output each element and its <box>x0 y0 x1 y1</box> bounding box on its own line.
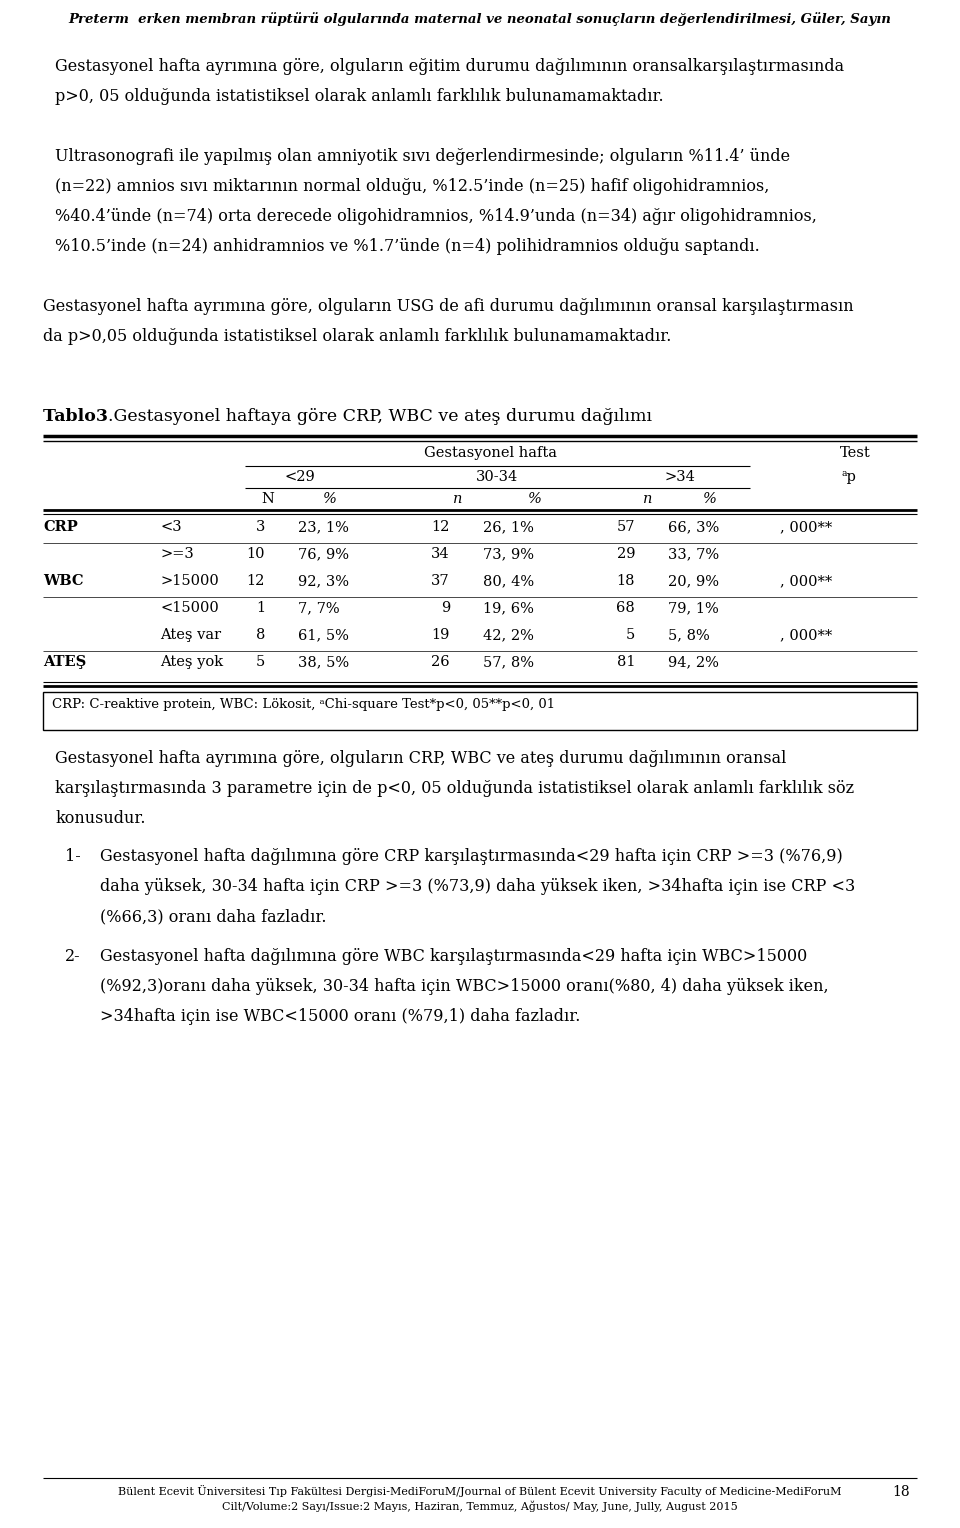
Text: %10.5’inde (n=24) anhidramnios ve %1.7’ünde (n=4) polihidramnios olduğu saptandı: %10.5’inde (n=24) anhidramnios ve %1.7’ü… <box>55 238 759 255</box>
Text: 34: 34 <box>431 547 450 561</box>
Text: ᵃp: ᵃp <box>842 471 857 484</box>
Text: Gestasyonel hafta: Gestasyonel hafta <box>423 446 557 460</box>
Text: 5: 5 <box>626 628 635 642</box>
Text: 94, 2%: 94, 2% <box>668 656 719 669</box>
Text: Cilt/Volume:2 Sayı/Issue:2 Mayıs, Haziran, Temmuz, Ağustos/ May, June, Jully, Au: Cilt/Volume:2 Sayı/Issue:2 Mayıs, Hazira… <box>222 1500 738 1511</box>
Text: Bülent Ecevit Üniversitesi Tıp Fakültesi Dergisi-MediForuM/Journal of Bülent Ece: Bülent Ecevit Üniversitesi Tıp Fakültesi… <box>118 1485 842 1497</box>
Text: , 000**: , 000** <box>780 628 832 642</box>
Text: 57: 57 <box>616 520 635 533</box>
Text: 19: 19 <box>432 628 450 642</box>
Text: 1: 1 <box>256 601 265 614</box>
Text: da p>0,05 olduğunda istatistiksel olarak anlamlı farklılık bulunamamaktadır.: da p>0,05 olduğunda istatistiksel olarak… <box>43 329 671 345</box>
Text: 18: 18 <box>893 1485 910 1499</box>
Text: 12: 12 <box>432 520 450 533</box>
Text: 26: 26 <box>431 656 450 669</box>
Text: 18: 18 <box>616 575 635 588</box>
Text: >34hafta için ise WBC<15000 oranı (%79,1) daha fazladır.: >34hafta için ise WBC<15000 oranı (%79,1… <box>100 1008 581 1025</box>
Text: <3: <3 <box>160 520 181 533</box>
Text: Gestasyonel hafta dağılımına göre CRP karşılaştırmasında<29 hafta için CRP >=3 (: Gestasyonel hafta dağılımına göre CRP ka… <box>100 848 843 865</box>
Text: Gestasyonel hafta ayrımına göre, olguların CRP, WBC ve ateş durumu dağılımının o: Gestasyonel hafta ayrımına göre, olgular… <box>55 750 786 767</box>
Text: Gestasyonel hafta dağılımına göre WBC karşılaştırmasında<29 hafta için WBC>15000: Gestasyonel hafta dağılımına göre WBC ka… <box>100 947 807 966</box>
Text: 57, 8%: 57, 8% <box>483 656 534 669</box>
Text: 33, 7%: 33, 7% <box>668 547 719 561</box>
Text: Gestasyonel hafta ayrımına göre, olguların USG de afi durumu dağılımının oransal: Gestasyonel hafta ayrımına göre, olgular… <box>43 298 853 315</box>
Text: Ateş var: Ateş var <box>160 628 221 642</box>
Text: WBC: WBC <box>43 575 84 588</box>
Text: 3: 3 <box>255 520 265 533</box>
Text: 5: 5 <box>255 656 265 669</box>
Text: 12: 12 <box>247 575 265 588</box>
Text: >=3: >=3 <box>160 547 194 561</box>
Text: karşılaştırmasında 3 parametre için de p<0, 05 olduğunda istatistiksel olarak an: karşılaştırmasında 3 parametre için de p… <box>55 779 854 798</box>
Text: , 000**: , 000** <box>780 520 832 533</box>
Text: N: N <box>261 492 275 506</box>
Text: 92, 3%: 92, 3% <box>298 575 349 588</box>
Text: n: n <box>643 492 653 506</box>
Text: Gestasyonel hafta ayrımına göre, olguların eğitim durumu dağılımının oransalkarş: Gestasyonel hafta ayrımına göre, olgular… <box>55 58 844 75</box>
Text: (%66,3) oranı daha fazladır.: (%66,3) oranı daha fazladır. <box>100 908 326 924</box>
Text: 30-34: 30-34 <box>476 471 518 484</box>
Text: ATEŞ: ATEŞ <box>43 656 86 669</box>
Text: <15000: <15000 <box>160 601 219 614</box>
Text: %: % <box>703 492 717 506</box>
Text: Tablo3: Tablo3 <box>43 408 114 425</box>
Text: 38, 5%: 38, 5% <box>298 656 349 669</box>
Text: p>0, 05 olduğunda istatistiksel olarak anlamlı farklılık bulunamamaktadır.: p>0, 05 olduğunda istatistiksel olarak a… <box>55 89 663 105</box>
Text: Ultrasonografi ile yapılmış olan amniyotik sıvı değerlendirmesinde; olguların %1: Ultrasonografi ile yapılmış olan amniyot… <box>55 148 790 165</box>
Text: 8: 8 <box>255 628 265 642</box>
Text: Preterm  erken membran rüptürü olgularında maternal ve neonatal sonuçların değer: Preterm erken membran rüptürü olgularınd… <box>68 12 892 26</box>
Text: >34: >34 <box>664 471 695 484</box>
Text: (n=22) amnios sıvı miktarının normal olduğu, %12.5’inde (n=25) hafif oligohidram: (n=22) amnios sıvı miktarının normal old… <box>55 177 769 196</box>
Text: 20, 9%: 20, 9% <box>668 575 719 588</box>
Text: 80, 4%: 80, 4% <box>483 575 534 588</box>
Text: 61, 5%: 61, 5% <box>298 628 348 642</box>
Text: <29: <29 <box>284 471 316 484</box>
Text: Test: Test <box>840 446 871 460</box>
Text: .Gestasyonel haftaya göre CRP, WBC ve ateş durumu dağılımı: .Gestasyonel haftaya göre CRP, WBC ve at… <box>108 408 652 425</box>
Text: konusudur.: konusudur. <box>55 810 146 827</box>
Text: 10: 10 <box>247 547 265 561</box>
Text: 1-: 1- <box>65 848 81 865</box>
Text: 68: 68 <box>616 601 635 614</box>
Text: (%92,3)oranı daha yüksek, 30-34 hafta için WBC>15000 oranı(%80, 4) daha yüksek i: (%92,3)oranı daha yüksek, 30-34 hafta iç… <box>100 978 828 995</box>
Text: >15000: >15000 <box>160 575 219 588</box>
Text: 7, 7%: 7, 7% <box>298 601 340 614</box>
Text: %: % <box>324 492 337 506</box>
Text: 76, 9%: 76, 9% <box>298 547 349 561</box>
Text: 9: 9 <box>441 601 450 614</box>
Text: , 000**: , 000** <box>780 575 832 588</box>
Text: n: n <box>453 492 463 506</box>
Text: 79, 1%: 79, 1% <box>668 601 719 614</box>
Text: CRP: C-reaktive protein, WBC: Lökosit, ᵃChi-square Test*p<0, 05**p<0, 01: CRP: C-reaktive protein, WBC: Lökosit, ᵃ… <box>52 698 555 711</box>
Text: %40.4’ünde (n=74) orta derecede oligohidramnios, %14.9’unda (n=34) ağır oligohid: %40.4’ünde (n=74) orta derecede oligohid… <box>55 208 817 225</box>
Text: daha yüksek, 30-34 hafta için CRP >=3 (%73,9) daha yüksek iken, >34hafta için is: daha yüksek, 30-34 hafta için CRP >=3 (%… <box>100 879 855 895</box>
Text: 73, 9%: 73, 9% <box>483 547 534 561</box>
Text: CRP: CRP <box>43 520 78 533</box>
Text: Ateş yok: Ateş yok <box>160 656 223 669</box>
Text: 23, 1%: 23, 1% <box>298 520 348 533</box>
FancyBboxPatch shape <box>43 692 917 730</box>
Text: %: % <box>528 492 542 506</box>
Text: 29: 29 <box>616 547 635 561</box>
Text: 37: 37 <box>431 575 450 588</box>
Text: 81: 81 <box>616 656 635 669</box>
Text: 19, 6%: 19, 6% <box>483 601 534 614</box>
Text: 66, 3%: 66, 3% <box>668 520 719 533</box>
Text: 5, 8%: 5, 8% <box>668 628 709 642</box>
Text: 42, 2%: 42, 2% <box>483 628 534 642</box>
Text: 2-: 2- <box>65 947 81 966</box>
Text: 26, 1%: 26, 1% <box>483 520 534 533</box>
